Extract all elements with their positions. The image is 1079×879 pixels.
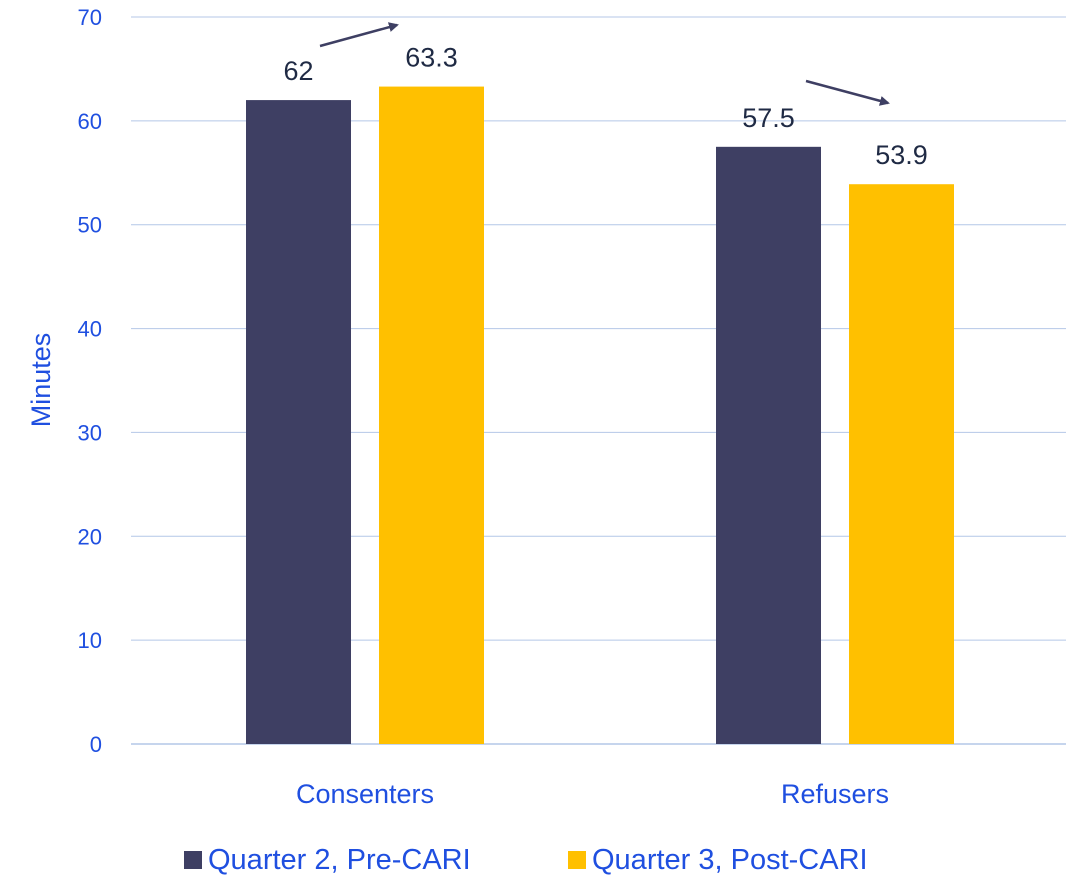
data-label: 62 [283, 56, 313, 86]
y-tick-label: 50 [78, 213, 102, 238]
y-tick-label: 60 [78, 109, 102, 134]
data-labels: 62 57.5 63.3 53.9 [283, 43, 927, 171]
x-axis-categories: Consenters Refusers [296, 779, 889, 809]
bar [849, 184, 954, 744]
x-category-label: Refusers [781, 779, 889, 809]
legend-label: Quarter 2, Pre-CARI [208, 844, 471, 876]
trend-arrows [319, 22, 890, 106]
bar [379, 86, 484, 744]
y-tick-label: 0 [90, 732, 102, 757]
data-label: 57.5 [742, 103, 795, 133]
x-category-label: Consenters [296, 779, 434, 809]
legend: Quarter 2, Pre-CARI Quarter 3, Post-CARI [184, 844, 868, 876]
data-label: 53.9 [875, 140, 928, 170]
data-label: 63.3 [405, 43, 458, 73]
y-tick-label: 20 [78, 524, 102, 549]
legend-swatch [568, 851, 586, 869]
bar [716, 146, 821, 745]
legend-label: Quarter 3, Post-CARI [592, 844, 868, 876]
arrow-up-consenters [319, 22, 399, 48]
y-tick-label: 30 [78, 420, 102, 445]
y-tick-label: 40 [78, 317, 102, 342]
y-tick-label: 70 [78, 5, 102, 30]
arrow-down-refusers [805, 79, 890, 106]
bars [246, 86, 954, 745]
y-tick-label: 10 [78, 628, 102, 653]
y-axis-title: Minutes [26, 333, 56, 428]
legend-swatch [184, 851, 202, 869]
y-axis-ticks: 0 10 20 30 40 50 60 70 [78, 5, 102, 757]
bar [246, 100, 351, 745]
